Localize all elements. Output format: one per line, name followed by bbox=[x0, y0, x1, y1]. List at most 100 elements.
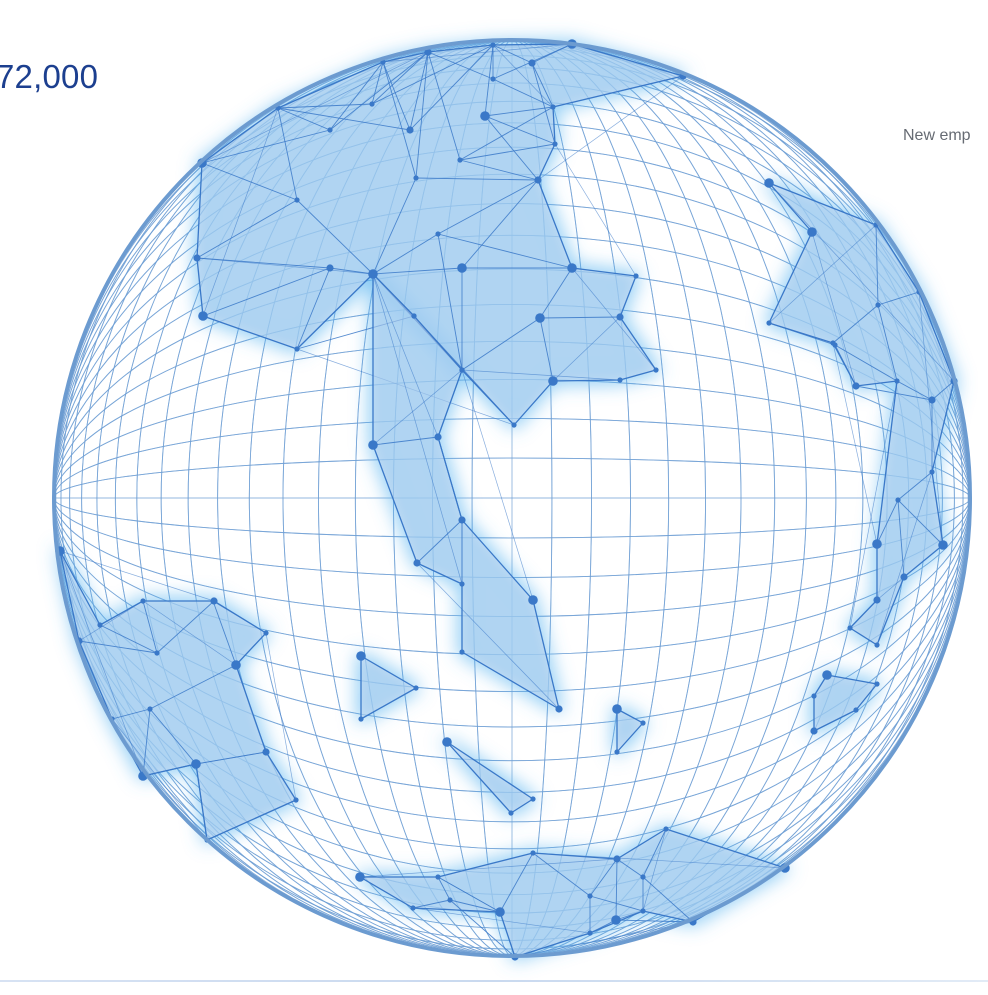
mesh-node bbox=[616, 313, 624, 321]
mesh-node bbox=[356, 651, 366, 661]
continent-east-chord bbox=[768, 224, 877, 324]
mesh-node bbox=[496, 908, 504, 916]
mesh-node bbox=[413, 685, 419, 691]
mesh-node bbox=[368, 440, 378, 450]
continent-north-chord bbox=[196, 257, 374, 275]
continent-east-chord bbox=[918, 291, 944, 546]
continent-spine-chord bbox=[372, 369, 463, 446]
continent-north-chord bbox=[554, 143, 637, 277]
continent-north-edge bbox=[437, 179, 539, 235]
continent-south-edge bbox=[412, 899, 451, 909]
continent-east-chord bbox=[768, 182, 955, 382]
continent-south-edge bbox=[615, 919, 694, 923]
mesh-node bbox=[140, 598, 146, 604]
continent-north-chord bbox=[552, 316, 621, 382]
mesh-node bbox=[847, 625, 853, 631]
mesh-node bbox=[764, 178, 774, 188]
mesh-node bbox=[613, 855, 621, 863]
mesh-node bbox=[587, 930, 593, 936]
mesh-node bbox=[810, 727, 818, 735]
continent-north-edge bbox=[277, 107, 411, 131]
meridian-line bbox=[56, 457, 968, 539]
continent-north-chord bbox=[201, 51, 429, 164]
mesh-node bbox=[587, 893, 593, 899]
continent-west-chord bbox=[59, 550, 215, 602]
mesh-node bbox=[447, 897, 453, 903]
continent-spine bbox=[372, 273, 560, 710]
mesh-node bbox=[633, 273, 639, 279]
continent-north-edge bbox=[296, 199, 374, 275]
mesh-node bbox=[293, 797, 299, 803]
continent-north-edge bbox=[382, 61, 411, 131]
continent-west-edge bbox=[149, 708, 197, 765]
mesh-node bbox=[872, 539, 882, 549]
continent-south-edge bbox=[589, 858, 618, 897]
continent-west-chord bbox=[78, 600, 144, 642]
continent-north-edge bbox=[484, 115, 556, 145]
continent-west-edge bbox=[78, 640, 158, 654]
continent-north-edge bbox=[409, 51, 429, 131]
continent-east-chord bbox=[832, 342, 878, 545]
continent-south-edge bbox=[437, 876, 451, 901]
continent-north-edge bbox=[372, 267, 463, 275]
continent-north-edge bbox=[371, 61, 384, 105]
continent-east-edge bbox=[832, 304, 879, 344]
mesh-node bbox=[147, 706, 153, 712]
mesh-node bbox=[459, 367, 465, 373]
continent-north-edge bbox=[539, 317, 554, 382]
mesh-node bbox=[508, 810, 514, 816]
continent-south-chord bbox=[412, 907, 591, 934]
continent-north-edge bbox=[459, 159, 539, 181]
continent-west-edge bbox=[149, 664, 237, 710]
continent-north-chord bbox=[537, 75, 684, 181]
island-center bbox=[446, 741, 534, 814]
mesh-node bbox=[938, 540, 948, 550]
continent-north-edge bbox=[531, 43, 573, 64]
globe-outline bbox=[52, 38, 972, 958]
continent-north-edge bbox=[277, 107, 298, 201]
mesh-node bbox=[198, 311, 208, 321]
mesh-node bbox=[811, 693, 817, 699]
mesh-node bbox=[154, 650, 160, 656]
mesh-node bbox=[614, 749, 620, 755]
mesh-node bbox=[435, 434, 441, 440]
mesh-node bbox=[853, 707, 859, 713]
continent-east-chord bbox=[811, 231, 857, 387]
continent-north-edge bbox=[201, 162, 298, 201]
continent-north-edge bbox=[484, 44, 494, 117]
island-mid bbox=[616, 708, 644, 753]
parallel-line bbox=[217, 42, 807, 954]
continent-north-edge bbox=[371, 51, 429, 105]
mesh-node bbox=[875, 302, 881, 308]
mesh-node bbox=[548, 376, 558, 386]
mesh-node bbox=[459, 581, 465, 587]
continent-north-edge bbox=[531, 62, 556, 145]
mesh-node bbox=[530, 796, 536, 802]
mesh-node bbox=[480, 111, 490, 121]
continent-north-edge bbox=[539, 267, 573, 319]
continent-mesh bbox=[59, 43, 955, 958]
continent-east-edge bbox=[768, 322, 836, 346]
continent-spine-edge bbox=[437, 369, 463, 438]
mesh-node bbox=[193, 254, 201, 262]
parallel-line bbox=[354, 42, 670, 954]
mesh-node bbox=[97, 622, 103, 628]
mesh-node bbox=[535, 313, 545, 323]
mesh-node bbox=[413, 559, 421, 567]
continent-north-edge bbox=[329, 61, 384, 131]
continent-east-edge bbox=[875, 224, 879, 306]
continent-south-edge bbox=[449, 899, 501, 913]
continent-east-edge bbox=[876, 499, 899, 545]
continent-spine-edge bbox=[437, 436, 463, 521]
continent-east-chord bbox=[849, 380, 898, 629]
mesh-node bbox=[873, 596, 881, 604]
mesh-node bbox=[490, 76, 496, 82]
continent-north-edge bbox=[372, 177, 417, 275]
mesh-node bbox=[552, 141, 558, 147]
continent-north-edge bbox=[277, 107, 331, 131]
stat-caption: New emp bbox=[903, 127, 971, 144]
continent-spine-chord bbox=[372, 273, 439, 438]
continent-south-edge bbox=[615, 858, 618, 921]
continent-west-edge bbox=[99, 624, 158, 654]
